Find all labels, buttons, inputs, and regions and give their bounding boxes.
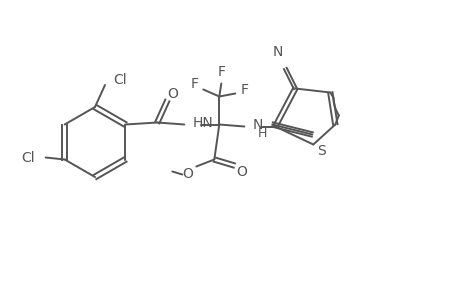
Text: H: H xyxy=(257,127,266,140)
Text: F: F xyxy=(190,76,198,91)
Text: N: N xyxy=(252,118,262,131)
Text: HN: HN xyxy=(192,116,213,130)
Text: S: S xyxy=(316,143,325,158)
Text: Cl: Cl xyxy=(113,73,126,87)
Text: Cl: Cl xyxy=(21,151,34,164)
Text: O: O xyxy=(167,86,177,100)
Text: N: N xyxy=(273,44,283,58)
Text: F: F xyxy=(217,64,225,79)
Text: F: F xyxy=(240,82,248,97)
Text: O: O xyxy=(181,167,192,182)
Text: O: O xyxy=(235,166,246,179)
